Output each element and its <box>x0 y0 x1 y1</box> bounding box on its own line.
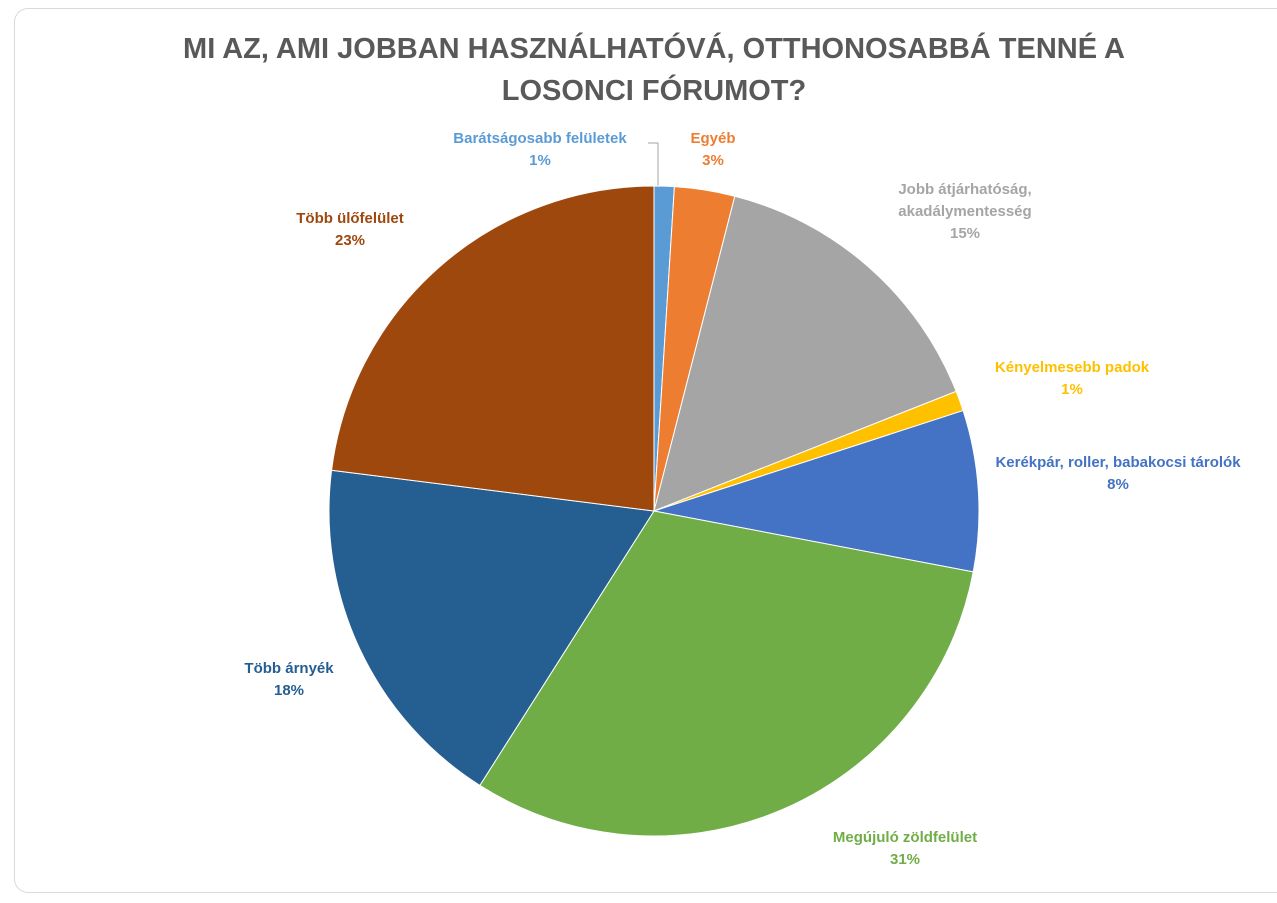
category-label: Több ülőfelület <box>296 210 404 227</box>
percent-label: 15% <box>949 225 981 242</box>
percent-label: 23% <box>334 232 366 249</box>
category-label: Kerékpár, roller, babakocsi tárolók <box>995 454 1241 471</box>
category-label: Több árnyék <box>244 660 334 677</box>
percent-label: 1% <box>1061 381 1083 398</box>
pie-slice <box>479 510 974 837</box>
percent-label: 1% <box>529 152 551 169</box>
leader-line <box>648 142 659 186</box>
percent-label: 3% <box>702 152 724 169</box>
data-label: Jobb átjárhatóság, akadálymentesség 15% <box>855 179 1075 245</box>
percent-label: 8% <box>1107 476 1129 493</box>
data-label: Több ülőfelület 23% <box>240 208 460 252</box>
percent-label: 18% <box>273 682 305 699</box>
data-label: Több árnyék 18% <box>189 658 389 702</box>
category-label: Egyéb <box>690 130 736 147</box>
category-label: Barátságosabb felületek <box>453 130 627 147</box>
percent-label: 31% <box>889 851 921 868</box>
category-label: Kényelmesebb padok <box>994 359 1150 376</box>
pie-slice <box>653 195 957 512</box>
category-label: Jobb átjárhatóság, akadálymentesség <box>898 181 1032 220</box>
data-label: Megújuló zöldfelület 31% <box>775 827 1035 871</box>
pie-slice <box>331 185 655 512</box>
pie-slice <box>328 469 655 787</box>
category-label: Megújuló zöldfelület <box>832 829 978 846</box>
data-label: Kényelmesebb padok 1% <box>962 357 1182 401</box>
data-label: Kerékpár, roller, babakocsi tárolók 8% <box>988 452 1248 496</box>
data-label: Barátságosabb felületek 1% <box>400 128 680 172</box>
data-label: Egyéb 3% <box>653 128 773 172</box>
pie-slice <box>653 409 980 573</box>
chart-title: MI AZ, AMI JOBBAN HASZNÁLHATÓVÁ, OTTHONO… <box>183 33 1125 107</box>
